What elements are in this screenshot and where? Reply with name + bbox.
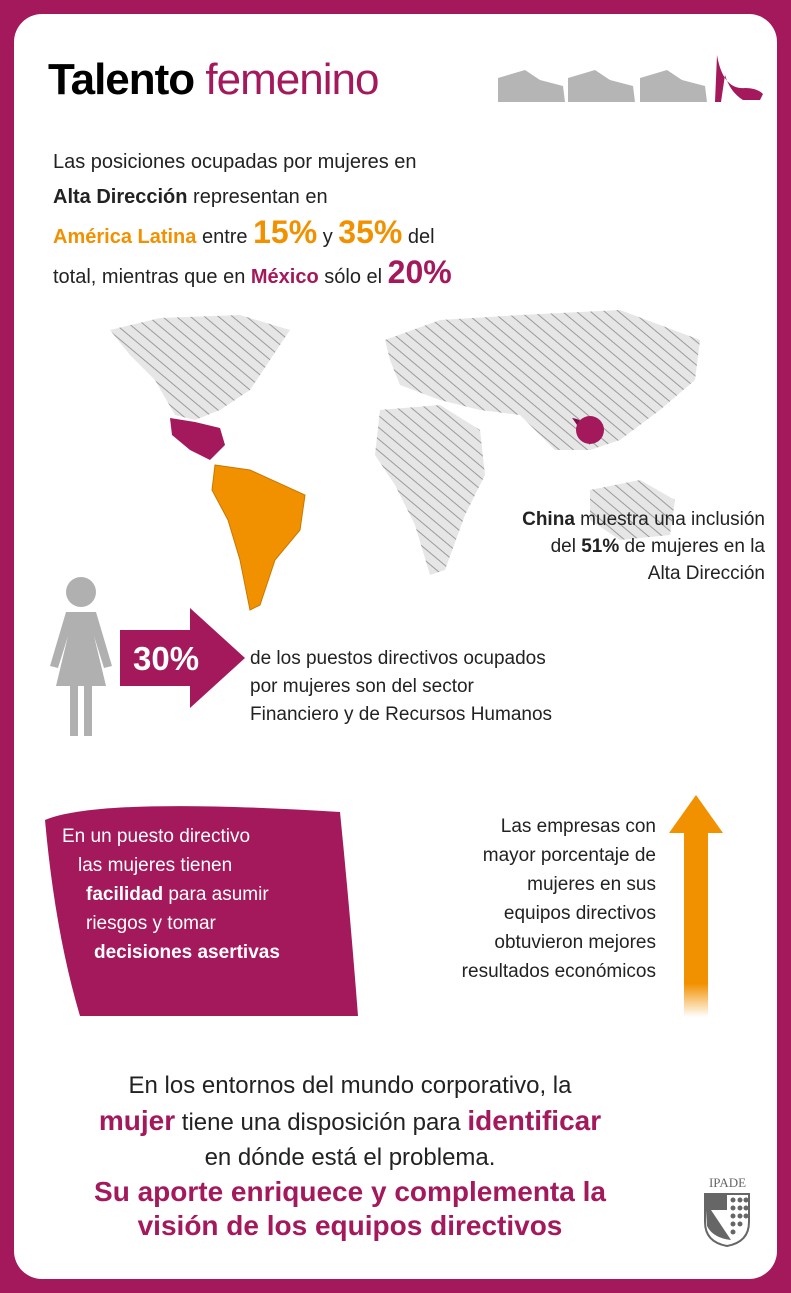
closing-text: En los entornos del mundo corporativo, l… <box>40 1068 660 1243</box>
china-line: Alta Dirección <box>647 563 765 584</box>
stat-line: por mujeres son del sector <box>250 676 474 697</box>
pct-20: 20% <box>387 254 452 290</box>
stat-line: de los puestos directivos ocupados <box>250 648 546 669</box>
pct-35: 35% <box>338 214 403 250</box>
box-facilidad: facilidad <box>86 884 164 905</box>
intro-america: América Latina <box>53 226 197 248</box>
closing-mujer: mujer <box>98 1105 176 1136</box>
results-line: mayor porcentaje de <box>482 845 656 866</box>
ipade-shield-icon <box>704 1193 750 1248</box>
ipade-logo-text: IPADE <box>708 1175 747 1190</box>
results-line: mujeres en sus <box>527 874 656 895</box>
title-part1: Talento <box>48 55 195 104</box>
intro-alta: Alta Dirección <box>53 186 188 208</box>
results-line: obtuvieron mejores <box>494 932 656 953</box>
page-title: Talento femenino <box>48 55 379 105</box>
closing-line: en dónde está el problema. <box>204 1144 496 1171</box>
high-heel-icon <box>715 55 763 102</box>
box-line: las mujeres tienen <box>78 855 233 876</box>
australia <box>590 480 675 540</box>
eurasia <box>385 310 700 450</box>
intro-text-frag: total, mientras que en <box>53 266 251 288</box>
intro-text-frag: y <box>317 226 339 248</box>
pct-15: 15% <box>253 214 318 250</box>
intro-text-frag: del <box>402 226 435 248</box>
world-map <box>110 310 700 611</box>
box-line: En un puesto directivo <box>62 826 251 847</box>
closing-line: tiene una disposición para <box>175 1109 468 1136</box>
shoes-icon <box>498 55 763 102</box>
stat-text: de los puestos directivos ocupados por m… <box>250 645 552 729</box>
stat-pct: 30% <box>133 640 200 677</box>
china-text: China muestra una inclusión del 51% de m… <box>522 506 765 587</box>
closing-identificar: identificar <box>467 1105 602 1136</box>
intro-line: Las posiciones ocupadas por mujeres en <box>53 151 417 173</box>
arrow-up-icon <box>669 795 723 1017</box>
box-line: riesgos y tomar <box>86 913 216 934</box>
china-line: de mujeres en la <box>619 536 765 557</box>
mexico-central-america <box>170 418 225 460</box>
closing-line: En los entornos del mundo corporativo, l… <box>128 1072 572 1099</box>
intro-mexico: México <box>250 266 319 288</box>
results-line: equipos directivos <box>503 903 656 924</box>
china-line: muestra una inclusión <box>574 509 765 530</box>
china-pct: 51% <box>581 536 620 557</box>
magenta-shape <box>45 806 358 1016</box>
results-text: Las empresas con mayor porcentaje de muj… <box>462 812 656 986</box>
intro-text-frag: entre <box>196 226 254 248</box>
box-line: para asumir <box>163 884 269 905</box>
location-pin-icon <box>572 416 604 445</box>
china-line: del <box>550 536 582 557</box>
arrow-right-icon <box>120 608 245 708</box>
intro-line: representan en <box>187 186 328 208</box>
china-name: China <box>522 509 575 530</box>
box-text: En un puesto directivo las mujeres tiene… <box>62 822 280 967</box>
closing-highlight: visión de los equipos directivos <box>137 1210 563 1241</box>
intro-text: Las posiciones ocupadas por mujeres en A… <box>53 145 452 295</box>
intro-text-frag: sólo el <box>318 266 388 288</box>
closing-highlight: Su aporte enriquece y complementa la <box>94 1176 606 1207</box>
woman-icon <box>50 577 112 736</box>
south-america <box>211 464 306 611</box>
north-america <box>110 315 290 420</box>
results-line: resultados económicos <box>461 961 656 982</box>
box-line: decisiones asertivas <box>94 942 280 963</box>
results-line: Las empresas con <box>500 816 656 837</box>
stat-line: Financiero y de Recursos Humanos <box>250 704 553 725</box>
title-part2: femenino <box>205 55 379 104</box>
africa <box>375 405 485 575</box>
